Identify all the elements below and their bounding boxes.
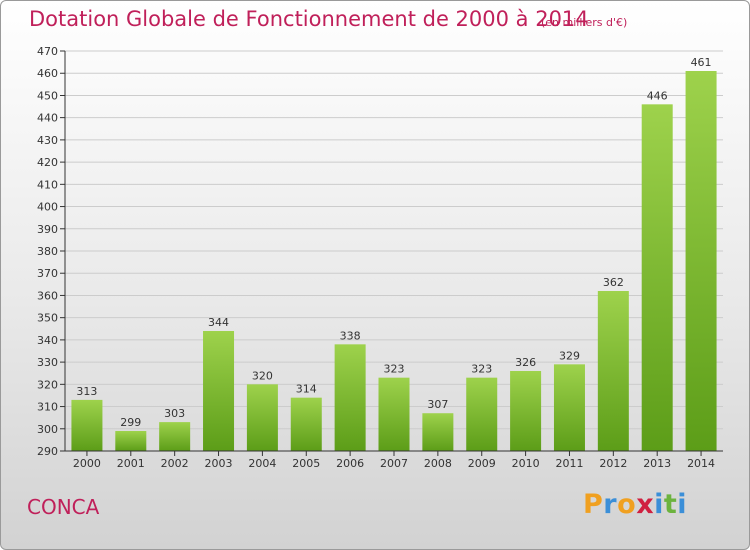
bar [71,399,103,451]
bar [334,344,366,451]
x-tick-label: 2008 [424,457,452,470]
bar [203,331,235,451]
data-label: 307 [427,398,448,411]
bar [290,397,322,451]
data-label: 313 [76,385,97,398]
logo-letter: t [663,489,678,520]
x-tick-label: 2005 [292,457,320,470]
y-tick-label: 410 [37,178,58,191]
bar [553,364,585,451]
x-tick-label: 2011 [555,457,583,470]
x-tick-label: 2000 [73,457,101,470]
data-label: 338 [340,329,361,342]
bar [466,377,498,451]
bar [246,384,278,451]
y-tick-label: 400 [37,201,58,214]
y-tick-label: 370 [37,267,58,280]
x-tick-label: 2012 [599,457,627,470]
data-label: 323 [384,363,405,376]
chart-subtitle: (en milliers d'€) [541,16,628,29]
y-tick-label: 430 [37,134,58,147]
x-tick-label: 2013 [643,457,671,470]
x-tick-label: 2003 [205,457,233,470]
x-tick-label: 2010 [512,457,540,470]
bar [115,431,147,451]
data-label: 314 [296,383,317,396]
data-label: 344 [208,316,229,329]
data-label: 461 [691,56,712,69]
logo-letter: x [636,489,655,520]
logo-letter: i [654,489,664,520]
logo-letter: P [583,489,604,520]
y-tick-label: 450 [37,89,58,102]
bar [159,422,191,451]
x-tick-label: 2001 [117,457,145,470]
proxiti-logo: Proxiti [583,489,687,520]
y-tick-label: 300 [37,423,58,436]
y-tick-label: 360 [37,289,58,302]
y-tick-label: 290 [37,445,58,458]
data-label: 446 [647,89,668,102]
y-tick-label: 380 [37,245,58,258]
x-tick-label: 2009 [468,457,496,470]
y-tick-label: 310 [37,401,58,414]
y-tick-label: 470 [37,45,58,58]
logo-letter: r [603,489,618,520]
y-tick-label: 350 [37,312,58,325]
bar [378,377,410,451]
bar [597,291,629,451]
y-tick-label: 460 [37,67,58,80]
y-tick-label: 390 [37,223,58,236]
data-label: 323 [471,363,492,376]
bar [685,71,717,451]
y-tick-label: 420 [37,156,58,169]
data-label: 329 [559,349,580,362]
x-tick-label: 2002 [161,457,189,470]
data-label: 303 [164,407,185,420]
data-label: 320 [252,369,273,382]
data-label: 326 [515,356,536,369]
y-tick-label: 340 [37,334,58,347]
bars: 313 299 303 344 320 314 338 323 307 323 326 329 362 4… [71,56,717,451]
bar [510,371,542,451]
logo-letter: i [677,489,688,520]
place-name: CONCA [27,495,100,519]
logo-letter: o [617,489,637,520]
x-tick-label: 2006 [336,457,364,470]
data-label: 362 [603,276,624,289]
bar [641,104,673,451]
y-tick-label: 320 [37,378,58,391]
data-label: 299 [120,416,141,429]
y-tick-label: 330 [37,356,58,369]
y-tick-label: 440 [37,112,58,125]
chart-title: Dotation Globale de Fonctionnement de 20… [29,7,589,31]
x-tick-label: 2007 [380,457,408,470]
bar [422,413,454,451]
axes: 290 300 310 320 330 340 350 360 370 380 390 400 410 4… [37,45,723,470]
x-tick-label: 2014 [687,457,715,470]
x-tick-label: 2004 [248,457,276,470]
